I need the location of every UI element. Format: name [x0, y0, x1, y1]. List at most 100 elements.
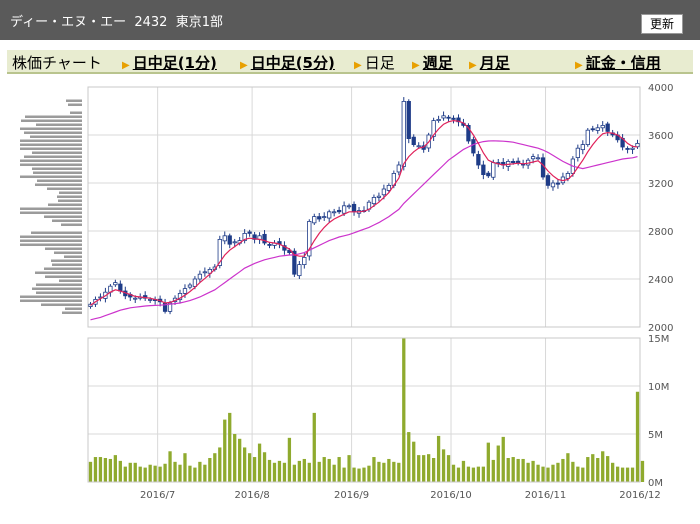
volume-bar	[128, 462, 132, 482]
tab-label: 週足	[422, 54, 453, 72]
candle-body	[351, 203, 357, 213]
candle-body	[605, 123, 610, 132]
volume-bar	[108, 458, 113, 482]
candle-body	[550, 182, 556, 188]
volume-profile-bar	[51, 259, 82, 262]
refresh-button[interactable]: 更新	[641, 14, 683, 34]
candle-body	[297, 264, 302, 277]
candle-body	[585, 129, 590, 145]
volume-bar	[168, 451, 172, 482]
volume-bar	[307, 462, 311, 482]
candle-body	[327, 211, 332, 219]
volume-bar	[302, 458, 306, 482]
stock-title: ディー・エヌ・エー 2432 東京1部	[10, 11, 223, 30]
title-bar: ディー・エヌ・エー 2432 東京1部 更新	[0, 0, 700, 40]
volume-bar	[317, 461, 321, 482]
volume-profile-bar	[64, 255, 82, 258]
volume-profile-bar	[21, 119, 82, 122]
candle-body	[346, 205, 352, 208]
volume-tick-label: 0M	[648, 478, 663, 489]
volume-profile-bar	[20, 235, 82, 238]
volume-bar	[337, 457, 341, 482]
volume-profile-bar	[59, 279, 82, 282]
stock-code: 2432	[134, 15, 168, 30]
volume-bar	[541, 466, 545, 482]
volume-bar	[133, 462, 137, 482]
volume-profile-bar	[48, 203, 82, 206]
tab-label: 月足	[479, 54, 510, 72]
volume-bar	[218, 447, 222, 482]
volume-bar	[247, 453, 252, 482]
arrow-right-icon: ▶	[240, 60, 248, 71]
volume-bar	[412, 441, 416, 482]
volume-bar	[143, 467, 147, 482]
volume-profile-bar	[35, 183, 82, 186]
volume-bar	[586, 457, 590, 482]
price-tick-label: 4000	[648, 83, 673, 94]
volume-profile-bar	[20, 159, 82, 162]
x-tick-label: 2016/11	[525, 490, 567, 501]
volume-bar	[521, 458, 525, 482]
volume-profile-bar	[70, 111, 82, 114]
volume-bar	[352, 467, 356, 482]
candle-body	[322, 216, 327, 219]
candle-body	[451, 117, 456, 120]
candle-body	[341, 205, 347, 214]
volume-profile-bar	[33, 171, 82, 174]
volume-bar	[456, 467, 461, 482]
candle-body	[575, 147, 580, 158]
volume-profile-bar	[44, 215, 82, 218]
candle-body	[217, 238, 222, 266]
volume-bar	[297, 460, 301, 482]
volume-bar	[342, 467, 346, 482]
volume-profile-bar	[20, 147, 82, 150]
candle-body	[88, 303, 93, 308]
candle-body	[436, 119, 441, 122]
volume-bar	[382, 462, 386, 482]
volume-profile-bar	[20, 143, 82, 146]
volume-bar	[606, 456, 610, 482]
candle-body	[406, 101, 411, 140]
volume-tick-label: 5M	[648, 430, 663, 441]
volume-bar	[506, 458, 510, 482]
candle-body	[441, 115, 446, 119]
volume-profile-bar	[20, 175, 82, 178]
candle-body	[565, 172, 571, 179]
volume-bar	[163, 463, 167, 482]
price-tick-label: 3200	[648, 179, 673, 190]
candle-body	[431, 120, 436, 137]
volume-bar	[183, 453, 187, 482]
tab-intraday-1min[interactable]: ▶ 日中足(1分)	[122, 52, 217, 73]
candle-body	[595, 127, 600, 131]
volume-bar	[536, 464, 540, 482]
arrow-right-icon: ▶	[354, 60, 362, 71]
volume-bar	[531, 460, 535, 482]
volume-bar	[238, 438, 242, 482]
volume-profile-bar	[66, 99, 82, 102]
tab-monthly[interactable]: ▶ 月足	[469, 52, 510, 73]
volume-profile-bar	[58, 199, 82, 202]
candle-body	[113, 282, 118, 286]
candle-body	[471, 139, 476, 154]
moving-average-long-line	[90, 140, 638, 321]
market-name: 東京1部	[175, 15, 223, 30]
volume-bar	[327, 458, 331, 482]
tab-intraday-5min[interactable]: ▶ 日中足(5分)	[240, 52, 335, 73]
tab-weekly[interactable]: ▶ 週足	[412, 52, 453, 73]
x-tick-label: 2016/8	[235, 490, 270, 501]
tab-label: 日足	[364, 54, 395, 72]
volume-bar	[98, 457, 103, 482]
volume-bar	[228, 412, 232, 482]
volume-bar	[188, 465, 192, 482]
volume-bar	[546, 467, 550, 482]
volume-bar	[431, 458, 436, 482]
volume-bar	[501, 436, 505, 482]
volume-bar	[138, 466, 142, 482]
candle-body	[371, 196, 377, 205]
volume-profile-bar	[52, 219, 82, 222]
volume-bar	[516, 458, 520, 482]
tab-margin-credit[interactable]: ▶ 証金・信用	[575, 52, 661, 73]
volume-profile-bar	[31, 231, 82, 234]
volume-profile-bar	[47, 187, 82, 190]
candle-body	[466, 125, 471, 142]
